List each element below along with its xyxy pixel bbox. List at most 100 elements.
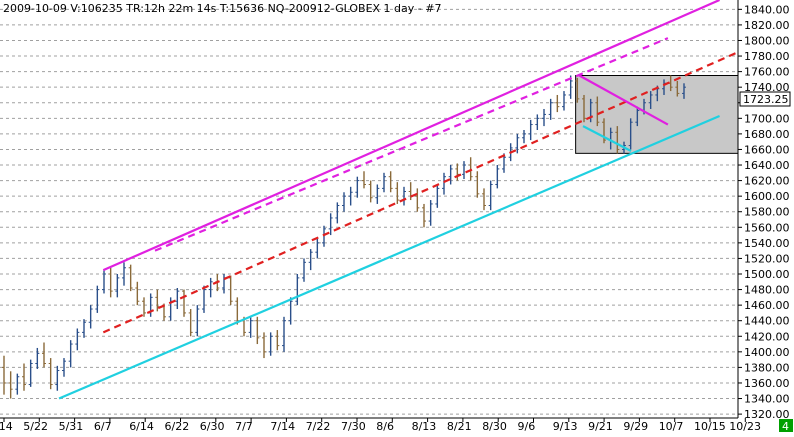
ohlc-bar [88,305,93,329]
ohlc-bar [648,91,653,109]
ohlc-bar [462,161,466,180]
ohlc-bar [82,319,86,338]
ohlc-bar [555,94,560,113]
ohlc-bar [388,171,393,193]
y-tick-label-1560: 1560.00 [744,221,790,234]
trend-line-4 [578,74,669,126]
trend-lines [58,0,739,400]
y-tick-label-1840: 1840.00 [744,3,790,16]
ohlc-bar [302,258,306,282]
y-tick-label-1820: 1820.00 [744,19,790,32]
ohlc-bar [562,91,566,111]
ohlc-bar [315,238,320,259]
status-badge[interactable] [779,419,793,432]
ohlc-bar [335,202,340,224]
x-tick-label-16: 9/13 [553,420,578,433]
ohlc-bar [268,332,273,356]
x-tick-label-0: 5/14 [0,420,13,433]
ohlc-bar [8,371,13,399]
ohlc-bar [522,129,526,144]
ohlc-bar [48,358,53,390]
ohlc-bar [488,180,493,211]
y-tick-label-1640: 1640.00 [744,159,790,172]
ohlc-bar [322,225,326,247]
y-tick-label-1400: 1400.00 [744,346,790,359]
ohlc-bar [308,249,313,271]
ohlc-bar [468,157,473,181]
x-tick-label-20: 10/15 [694,420,726,433]
ohlc-bar [115,273,120,298]
last-price-label: 1723.25 [743,93,789,106]
x-tick-label-9: 7/22 [306,420,331,433]
x-tick-label-6: 6/30 [200,420,225,433]
y-tick-label-1800: 1800.00 [744,34,790,47]
ohlc-bar [528,119,533,141]
status-badge-text: 4 [782,420,789,433]
ohlc-bar [535,114,540,130]
x-tick-label-18: 9/29 [623,420,648,433]
ohlc-bar [208,277,213,298]
ohlc-bar [188,309,193,337]
ohlc-bar [62,358,66,377]
ohlc-bar [108,267,113,298]
ohlc-bar [615,126,620,154]
x-tick-label-4: 6/14 [129,420,154,433]
ohlc-bars [2,75,686,399]
y-tick-label-1420: 1420.00 [744,330,790,343]
ohlc-bar [55,365,60,391]
ohlc-bar [102,270,106,294]
ohlc-bar [195,305,200,337]
ohlc-bar [542,108,546,127]
x-tick-label-14: 8/30 [482,420,507,433]
ohlc-bar [35,347,40,369]
ohlc-bar [595,96,600,127]
y-tick-label-1320: 1320.00 [744,408,790,421]
ohlc-bar [442,172,446,195]
ohlc-bar [635,106,640,127]
x-tick-label-7: 7/7 [235,420,253,433]
ohlc-bar [415,188,420,212]
y-tick-label-1620: 1620.00 [744,175,790,188]
y-tick-label-1680: 1680.00 [744,128,790,141]
ohlc-bar [15,373,20,395]
trend-line-5 [582,125,632,152]
ohlc-bar [328,213,333,236]
trend-line-0 [102,0,720,272]
ohlc-bar [262,332,266,359]
x-tick-label-13: 8/21 [447,420,472,433]
ohlc-bar [482,188,486,211]
y-tick-label-1520: 1520.00 [744,252,790,265]
ohlc-bar [628,118,633,150]
x-axis: 5/14 5/22 5/31 6/7 6/14 6/22 6/30 7/7 7/14 7/22 7/… [0,417,761,433]
x-tick-label-1: 5/22 [23,420,48,433]
y-tick-label-1340: 1340.00 [744,393,790,406]
ohlc-bar [348,186,353,206]
ohlc-bar [682,83,686,99]
ohlc-bar [395,182,400,204]
y-tick-label-1740: 1740.00 [744,81,790,94]
x-tick-label-17: 9/21 [588,420,613,433]
y-tick-label-1760: 1760.00 [744,66,790,79]
ohlc-bar [202,285,206,313]
ohlc-bar [2,355,6,395]
x-tick-label-19: 10/7 [659,420,684,433]
x-tick-label-15: 9/6 [518,420,536,433]
ohlc-bar [248,316,253,338]
ohlc-bar [255,316,260,345]
y-tick-label-1780: 1780.00 [744,50,790,63]
ohlc-bar [428,200,433,226]
ohlc-bar [75,328,80,351]
trend-line-2 [102,51,739,334]
ohlc-bar [295,273,300,306]
ohlc-bar [182,289,186,317]
ohlc-bar [575,77,580,103]
y-tick-label-1660: 1660.00 [744,143,790,156]
ohlc-bar [515,133,520,154]
ohlc-bar [128,264,133,292]
y-tick-label-1460: 1460.00 [744,299,790,312]
ohlc-bar [495,165,500,189]
ohlc-bar [42,342,46,368]
ohlc-bar [342,192,346,212]
